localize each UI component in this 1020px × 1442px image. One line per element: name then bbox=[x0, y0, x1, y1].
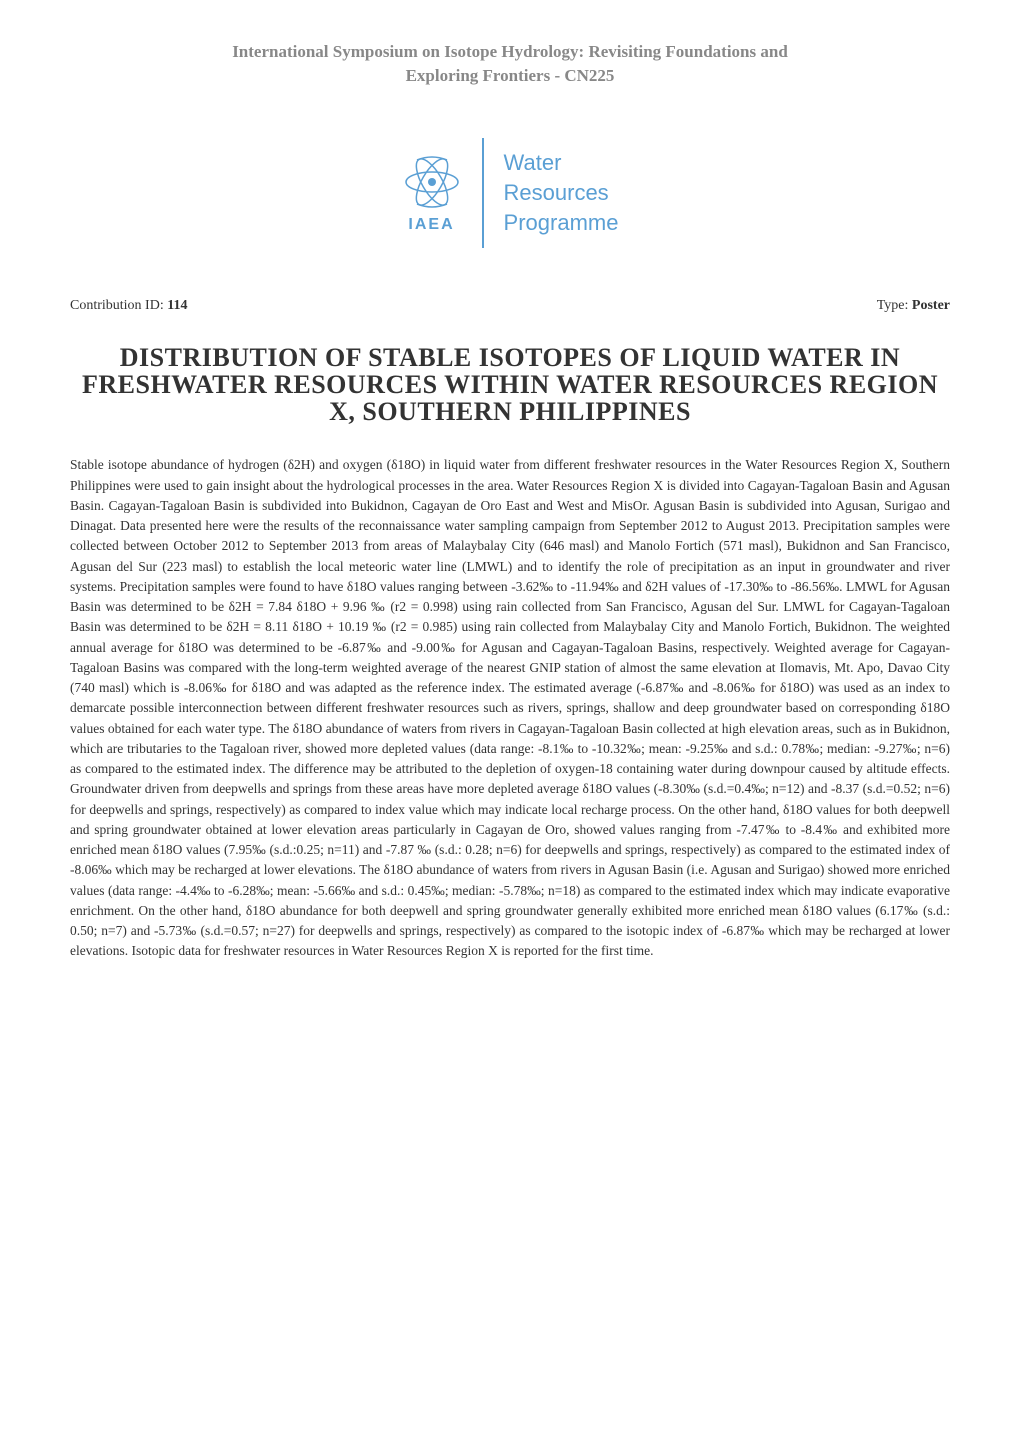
contribution-id-block: Contribution ID: 114 bbox=[70, 298, 187, 314]
logo-text-resources: Resources bbox=[504, 180, 619, 206]
abstract-text: Stable isotope abundance of hydrogen (δ2… bbox=[70, 455, 950, 961]
symposium-title-line1: International Symposium on Isotope Hydro… bbox=[232, 42, 788, 61]
iaea-label: IAEA bbox=[408, 216, 454, 234]
type-label: Type: bbox=[877, 298, 909, 313]
type-value: Poster bbox=[912, 298, 950, 313]
logo-text-programme: Programme bbox=[504, 210, 619, 236]
iaea-logo: IAEA bbox=[402, 152, 462, 234]
symposium-header: International Symposium on Isotope Hydro… bbox=[70, 40, 950, 88]
contribution-id: 114 bbox=[167, 298, 187, 313]
logo-text-water: Water bbox=[504, 150, 619, 176]
contribution-row: Contribution ID: 114 Type: Poster bbox=[70, 298, 950, 314]
contribution-label: Contribution ID: bbox=[70, 298, 164, 313]
iaea-atom-icon bbox=[402, 152, 462, 212]
logo-section: IAEA Water Resources Programme bbox=[70, 138, 950, 248]
logo-divider bbox=[482, 138, 484, 248]
logo-text-block: Water Resources Programme bbox=[504, 150, 619, 236]
symposium-title-line2: Exploring Frontiers - CN225 bbox=[406, 66, 615, 85]
contribution-type-block: Type: Poster bbox=[877, 298, 950, 314]
paper-title: DISTRIBUTION OF STABLE ISOTOPES OF LIQUI… bbox=[70, 344, 950, 426]
